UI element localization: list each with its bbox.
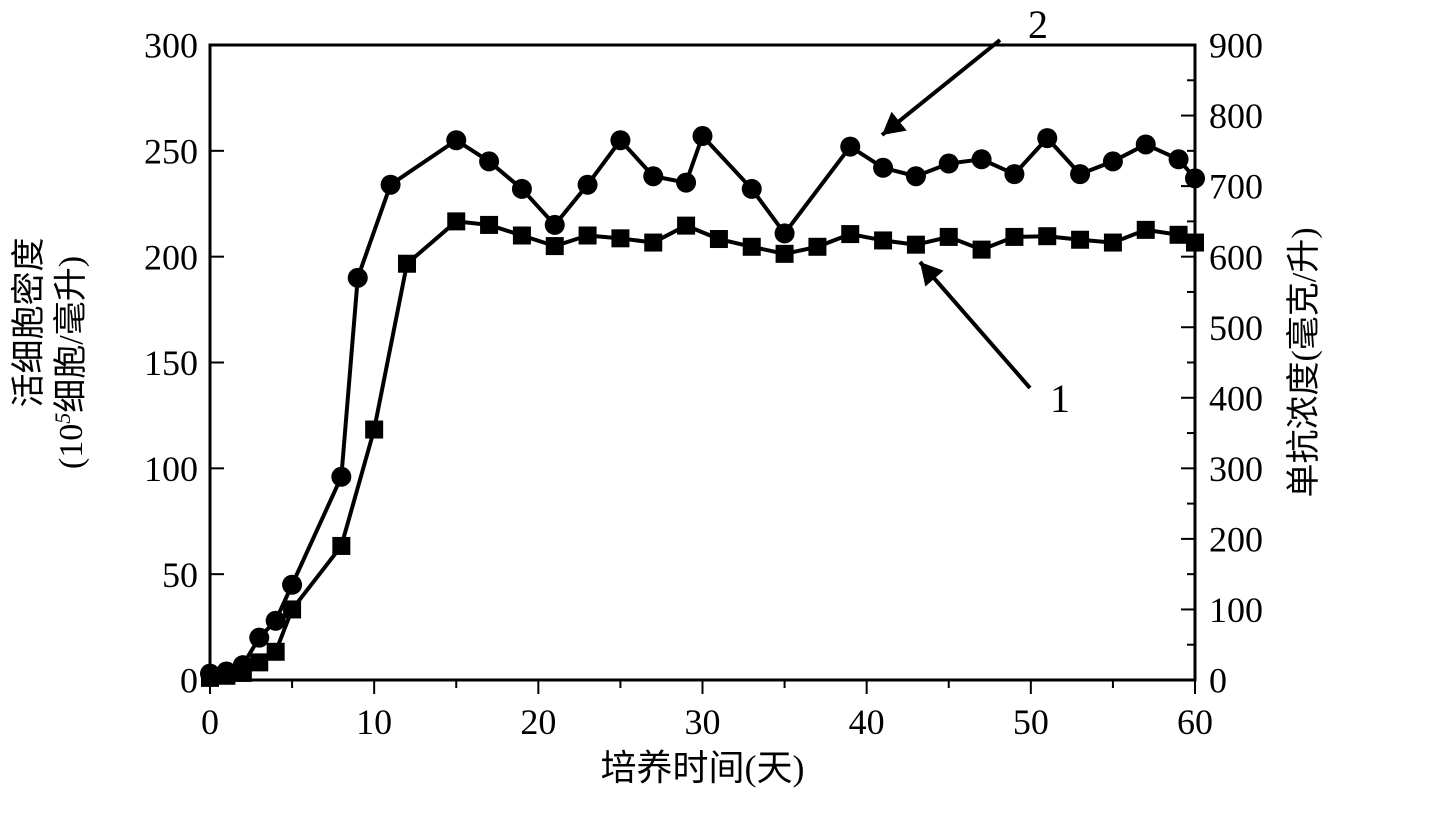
curve-2-circles-marker [873,158,893,178]
y-left-tick-label: 300 [144,26,198,66]
curve-1-squares-marker [776,245,794,263]
curve-1-squares-marker [1104,234,1122,252]
curve-1-squares-marker [365,421,383,439]
curve-1-squares-marker [283,600,301,618]
x-tick-label: 50 [1013,702,1049,742]
y-right-tick-label: 800 [1209,96,1263,136]
y-right-tick-label: 600 [1209,237,1263,277]
y-left-tick-label: 200 [144,237,198,277]
y-right-title: 单抗浓度(毫克/升) [1285,227,1323,497]
curve-1-squares-marker [743,238,761,256]
curve-2-circles-marker [775,223,795,243]
curve-2-circles-marker [512,179,532,199]
curve-1-squares-marker [1071,231,1089,249]
curve-2-circles-marker [742,179,762,199]
curve-2-circles-marker [906,166,926,186]
curve-1-squares-marker [874,231,892,249]
y-right-tick-label: 200 [1209,519,1263,559]
curve-2-circles-marker [479,151,499,171]
y-right-tick-label: 300 [1209,449,1263,489]
curve-2-circles-marker [676,173,696,193]
curve-2-circles-marker [266,611,286,631]
x-tick-label: 10 [356,702,392,742]
curve-1-squares-marker [513,227,531,245]
x-tick-label: 20 [520,702,556,742]
curve-1-squares-marker [332,537,350,555]
curve-2-circles-marker [348,268,368,288]
curve-2-circles-marker [840,137,860,157]
label-2-text: 2 [1028,2,1048,47]
y-right-tick-label: 500 [1209,308,1263,348]
curve-2-circles-marker [1169,149,1189,169]
curve-2-circles-marker [1004,164,1024,184]
label-1-text: 1 [1050,376,1070,421]
curve-1-squares-marker [267,643,285,661]
curve-1-squares-marker [480,216,498,234]
curve-2-circles-marker [610,130,630,150]
curve-1-squares-marker [201,669,219,687]
curve-2-circles-marker [972,149,992,169]
curve-1-squares-marker [973,241,991,259]
curve-1-squares-marker [398,255,416,273]
y-left-tick-label: 0 [180,661,198,701]
curve-1-squares-marker [907,236,925,254]
curve-1-squares-marker [1005,228,1023,246]
chart-container: 0 10 20 30 40 50 60 培养时间(天) 0 50 100 150 200 250 300 0 1… [0,0,1432,814]
curve-1-squares-marker [1186,234,1204,252]
y-right-tick-label: 400 [1209,378,1263,418]
y-left-tick-label: 50 [162,555,198,595]
y-right-tick-label: 0 [1209,661,1227,701]
curve-1-squares-marker [1170,226,1188,244]
curve-2-circles-marker [446,130,466,150]
y-left-title-2: (105细胞/毫升) [50,256,91,469]
curve-2-circles-marker [1185,168,1205,188]
curve-1-squares-marker [611,229,629,247]
x-tick-label: 40 [849,702,885,742]
curve-2-circles-marker [1136,134,1156,154]
curve-1-squares-marker [579,227,597,245]
curve-1-squares-marker [940,228,958,246]
curve-2-circles-marker [545,215,565,235]
curve-1-squares-marker [677,217,695,235]
y-right-tick-label: 700 [1209,167,1263,207]
curve-1-squares-marker [1137,221,1155,239]
y-left-tick-label: 250 [144,131,198,171]
curve-2-circles-marker [1070,164,1090,184]
y-left-tick-label: 150 [144,343,198,383]
curve-2-circles-marker [693,126,713,146]
x-axis-label: 培养时间(天) [601,748,805,788]
curve-2-circles-marker [249,628,269,648]
curve-1-squares-marker [234,664,252,682]
curve-1-squares-marker [1038,227,1056,245]
curve-1-squares-marker [217,667,235,685]
y-right-tick-label: 900 [1209,26,1263,66]
curve-2-circles-marker [1103,151,1123,171]
curve-2-circles-marker [381,175,401,195]
curve-2-circles-marker [331,467,351,487]
curve-1-squares-marker [546,237,564,255]
curve-1-squares-marker [808,238,826,256]
y-left-title-1: 活细胞密度 [10,238,48,408]
curve-1-squares-marker [447,212,465,230]
chart-svg: 0 10 20 30 40 50 60 培养时间(天) 0 50 100 150 200 250 300 0 1… [0,0,1432,814]
curve-2-circles-marker [578,175,598,195]
curve-1-squares-marker [250,653,268,671]
curve-2-circles-marker [282,575,302,595]
curve-1-squares-marker [644,234,662,252]
curve-2-circles-marker [643,166,663,186]
x-tick-label: 60 [1177,702,1213,742]
y-right-tick-label: 100 [1209,590,1263,630]
curve-2-circles-marker [939,154,959,174]
x-tick-label: 0 [201,702,219,742]
y-left-tick-label: 100 [144,449,198,489]
curve-2-circles-marker [1037,128,1057,148]
curve-1-squares-marker [841,225,859,243]
x-tick-label: 30 [685,702,721,742]
curve-1-squares-marker [710,230,728,248]
